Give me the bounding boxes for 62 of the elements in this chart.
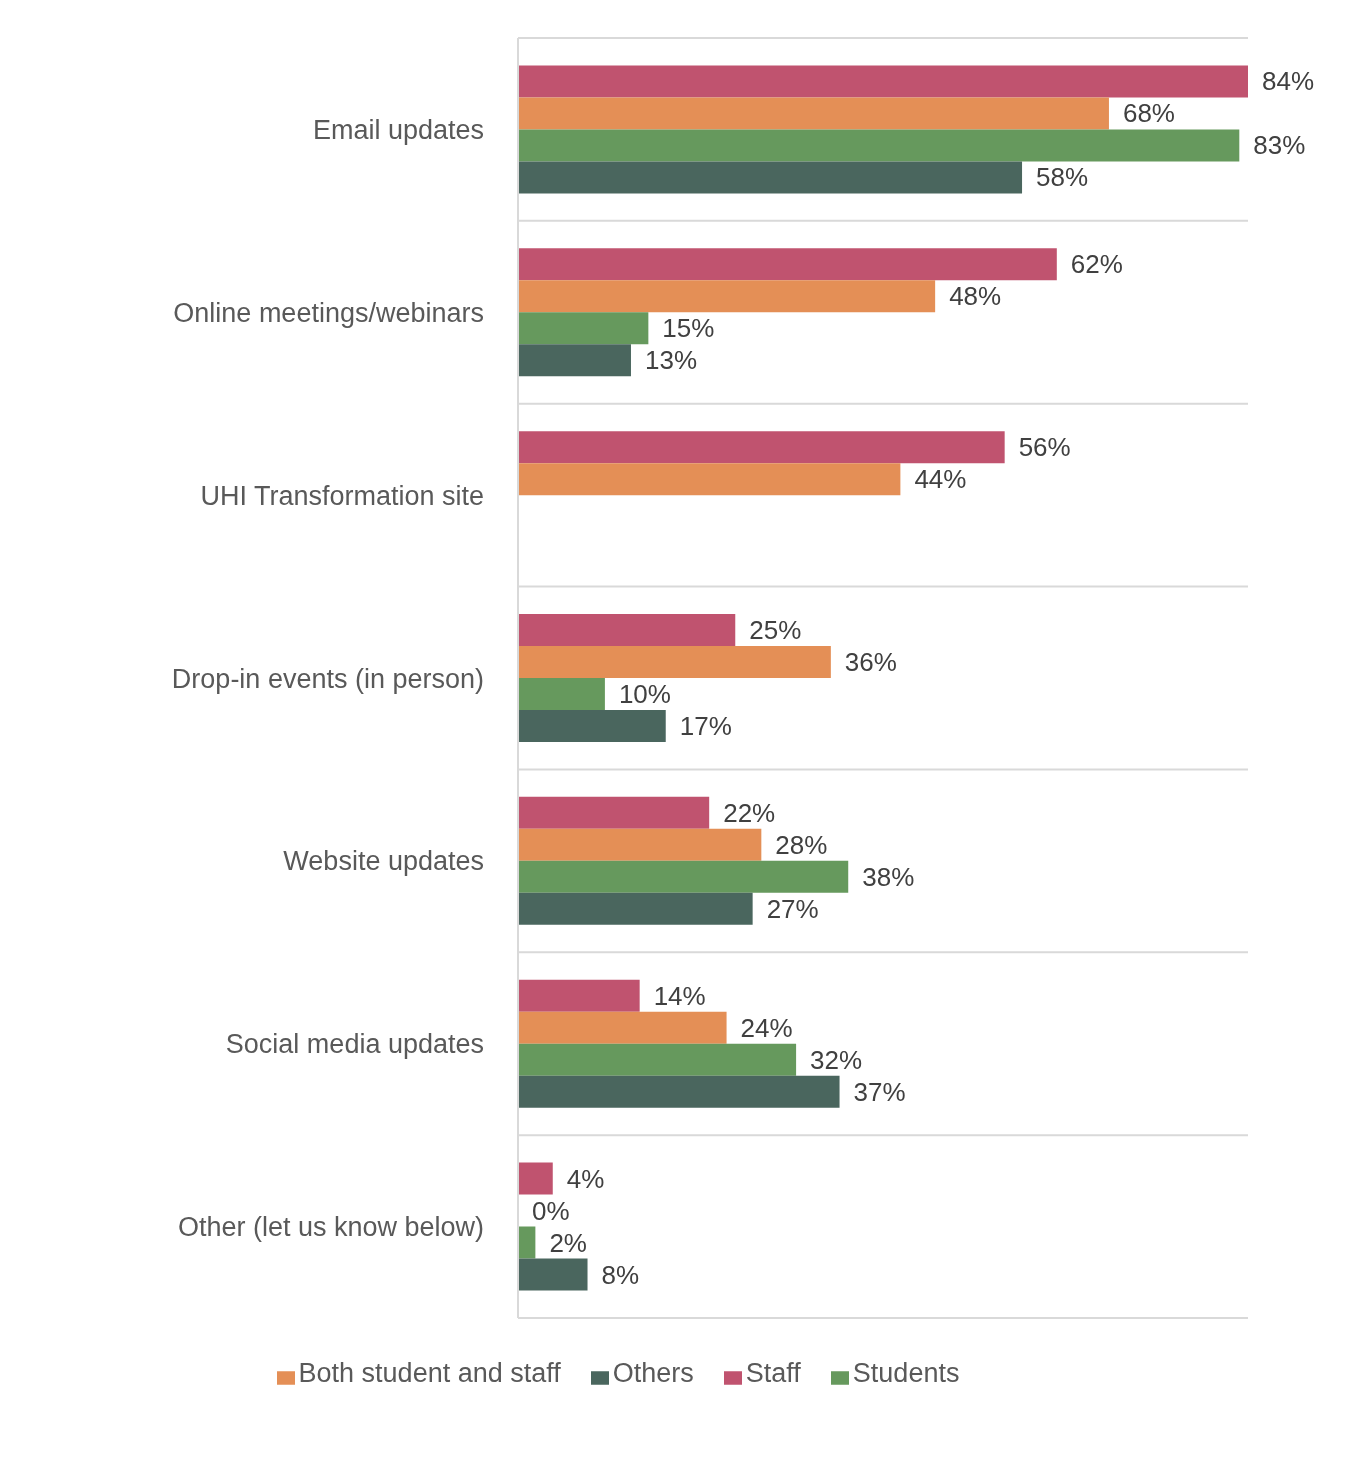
bar [518, 129, 1240, 162]
y-tick-label: UHI Transformation site [200, 480, 484, 511]
bar [518, 344, 631, 377]
y-tick-label: Other (let us know below) [177, 1212, 484, 1243]
data-label: 4% [566, 1163, 605, 1194]
data-label: 56% [1018, 432, 1071, 463]
y-tick-label: Email updates [312, 115, 484, 146]
bar [518, 710, 666, 742]
bar [518, 1226, 536, 1259]
bar [518, 979, 640, 1012]
bar [518, 646, 831, 678]
data-label: 10% [618, 679, 671, 709]
data-label: 17% [679, 711, 732, 741]
y-tick-label: Social media updates [225, 1029, 484, 1060]
data-label: 37% [853, 1076, 906, 1107]
bar [518, 1011, 727, 1044]
data-label: 25% [749, 615, 802, 645]
legend-label: Staff [745, 1358, 801, 1388]
bar [518, 463, 901, 496]
y-tick-label: Online meetings/webinars [173, 297, 484, 328]
bar [518, 248, 1057, 281]
bar [518, 796, 710, 829]
data-label: 22% [723, 797, 776, 828]
bar [518, 431, 1005, 464]
data-label: 14% [653, 980, 706, 1011]
bar [518, 860, 849, 893]
data-label: 27% [766, 893, 819, 924]
bar [518, 280, 936, 313]
bar [518, 614, 736, 646]
data-label: 36% [844, 647, 897, 677]
data-label: 84% [1262, 66, 1315, 97]
data-label: 0% [532, 1195, 570, 1226]
bar [518, 1043, 797, 1076]
data-label: 68% [1122, 98, 1175, 129]
data-label: 58% [1036, 162, 1089, 193]
data-label: 38% [862, 861, 915, 892]
legend-label: Others [612, 1358, 694, 1388]
data-label: 24% [740, 1012, 793, 1043]
data-label: 8% [601, 1259, 640, 1290]
data-label: 32% [810, 1044, 863, 1075]
bar [518, 1258, 588, 1291]
data-label: 62% [1070, 249, 1123, 280]
legend-label: Students [852, 1358, 960, 1388]
data-label: 28% [775, 829, 828, 860]
bar [518, 161, 1023, 194]
bar [518, 65, 1248, 98]
bar [518, 312, 649, 345]
bar [518, 828, 762, 861]
bar [518, 1075, 840, 1108]
data-label: 83% [1253, 130, 1306, 161]
bar [518, 97, 1109, 130]
data-label: 48% [949, 281, 1002, 312]
data-label: 15% [662, 313, 715, 344]
data-label: 44% [914, 464, 967, 495]
y-tick-label: Website updates [283, 846, 484, 877]
data-label: 2% [549, 1227, 587, 1258]
bar [518, 892, 753, 925]
data-label: 13% [644, 345, 698, 376]
legend-label: Both student and staff [298, 1358, 561, 1388]
bar [518, 1162, 553, 1195]
y-tick-label: Drop-in events (in person) [171, 663, 484, 694]
bar [518, 678, 605, 710]
